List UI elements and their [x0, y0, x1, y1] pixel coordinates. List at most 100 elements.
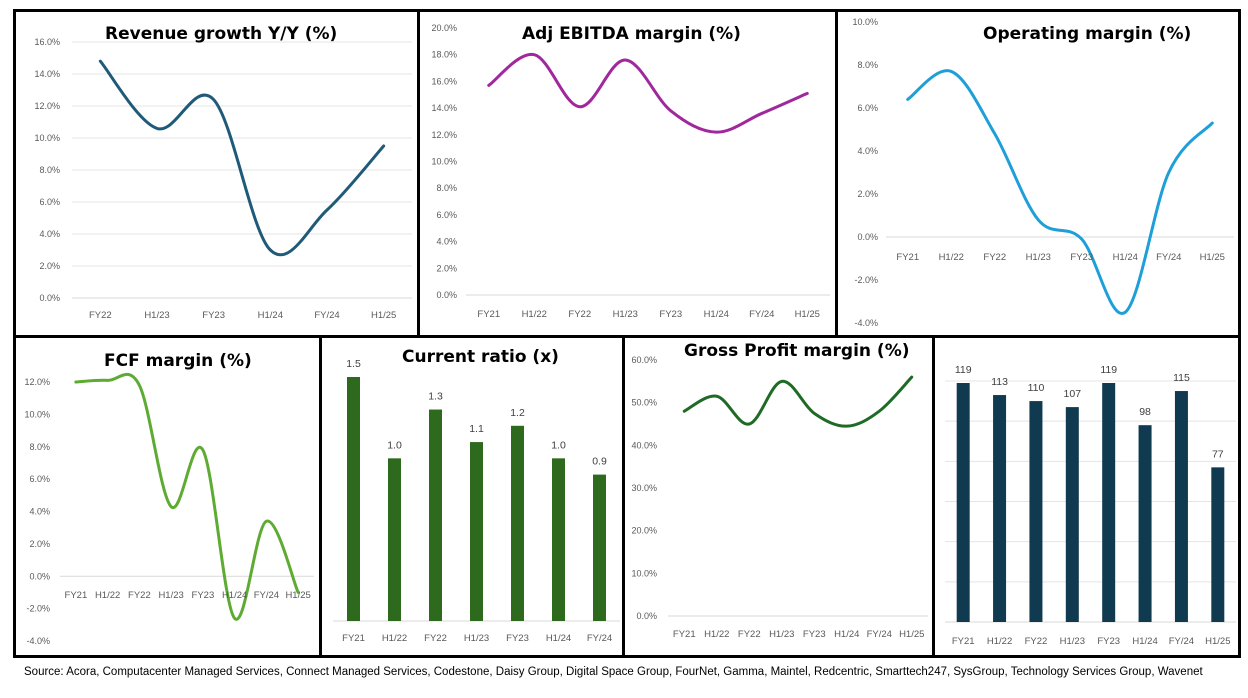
data-label: 119 [955, 364, 972, 376]
x-tick-label: H1/25 [371, 310, 396, 321]
x-tick-label: FY23 [192, 590, 215, 601]
data-label: 1.2 [510, 407, 525, 419]
y-tick-label: 20.0% [431, 23, 457, 33]
y-tick-label: 10.0% [631, 568, 657, 578]
y-tick-label: -2.0% [854, 275, 878, 285]
y-tick-label: 18.0% [431, 50, 457, 60]
y-tick-label: 0.0% [29, 571, 50, 581]
chart-title-fcf-margin: FCF margin (%) [104, 351, 252, 371]
x-tick-label: H1/25 [899, 629, 924, 640]
y-tick-label: 6.0% [39, 197, 60, 207]
x-tick-label: H1/24 [704, 309, 729, 320]
bar [1174, 391, 1188, 622]
bar [993, 395, 1007, 622]
x-tick-label: H1/24 [1113, 252, 1138, 263]
bar [1102, 383, 1116, 622]
y-tick-label: 2.0% [857, 189, 878, 199]
data-label: 1.0 [551, 439, 566, 451]
x-tick-label: H1/23 [144, 310, 169, 321]
bar [429, 409, 442, 621]
bar [1211, 467, 1225, 622]
y-tick-label: 10.0% [24, 409, 50, 419]
y-tick-label: 6.0% [29, 474, 50, 484]
x-tick-label: H1/22 [987, 636, 1012, 647]
x-tick-label: FY/24 [254, 590, 279, 601]
chart-title-revenue-growth: Revenue growth Y/Y (%) [105, 24, 338, 44]
x-tick-label: H1/25 [1205, 636, 1230, 647]
x-tick-label: FY21 [952, 636, 975, 647]
y-tick-label: 4.0% [29, 507, 50, 517]
chart-title-current-ratio: Current ratio (x) [402, 347, 559, 367]
y-tick-label: 20.0% [631, 526, 657, 536]
x-tick-label: FY22 [738, 629, 761, 640]
y-tick-label: 8.0% [857, 60, 878, 70]
y-tick-label: 10.0% [34, 133, 60, 143]
bar [511, 425, 524, 621]
x-tick-label: FY21 [896, 252, 919, 263]
panel-untitled-bars [932, 335, 1241, 658]
data-label: 110 [1028, 382, 1045, 394]
y-tick-label: 8.0% [39, 165, 60, 175]
x-tick-label: FY/24 [587, 633, 612, 644]
x-tick-label: H1/25 [1200, 252, 1225, 263]
y-tick-label: 12.0% [24, 377, 50, 387]
chart-title-gross-profit: Gross Profit margin (%) [684, 341, 910, 361]
y-tick-label: 8.0% [29, 442, 50, 452]
panel-revenue-growth [13, 9, 420, 338]
data-label: 1.0 [387, 439, 402, 451]
bar [593, 474, 606, 621]
series-line [487, 53, 809, 134]
x-tick-label: H1/23 [1026, 252, 1051, 263]
x-tick-label: FY22 [128, 590, 151, 601]
y-tick-label: -2.0% [26, 604, 50, 614]
x-tick-label: H1/24 [222, 590, 247, 601]
x-tick-label: FY21 [477, 309, 500, 320]
x-tick-label: H1/24 [834, 629, 859, 640]
x-tick-label: H1/23 [613, 309, 638, 320]
x-tick-label: FY21 [65, 590, 88, 601]
data-label: 115 [1173, 372, 1190, 384]
y-tick-label: 2.0% [436, 263, 457, 273]
data-label: 113 [991, 376, 1008, 388]
x-tick-label: H1/24 [258, 310, 283, 321]
x-tick-label: FY22 [983, 252, 1006, 263]
bar [470, 442, 483, 621]
series-line [74, 372, 300, 621]
y-tick-label: 2.0% [39, 261, 60, 271]
x-tick-label: FY/24 [314, 310, 339, 321]
x-tick-label: FY21 [342, 633, 365, 644]
y-tick-label: 16.0% [34, 37, 60, 47]
x-tick-label: H1/23 [769, 629, 794, 640]
y-tick-label: 12.0% [34, 101, 60, 111]
x-tick-label: FY23 [202, 310, 225, 321]
y-tick-label: 0.0% [857, 232, 878, 242]
x-tick-label: FY23 [1070, 252, 1093, 263]
y-tick-label: 30.0% [631, 483, 657, 493]
y-tick-label: 6.0% [857, 103, 878, 113]
y-tick-label: 14.0% [431, 103, 457, 113]
y-tick-label: 50.0% [631, 398, 657, 408]
data-label: 0.9 [592, 456, 607, 468]
x-tick-label: H1/23 [464, 633, 489, 644]
data-label: 77 [1212, 448, 1224, 460]
y-tick-label: 16.0% [431, 76, 457, 86]
bar [1065, 407, 1079, 622]
y-tick-label: 14.0% [34, 69, 60, 79]
series-line [98, 59, 386, 257]
data-label: 1.1 [469, 423, 484, 435]
panel-adj-ebitda-margin [417, 9, 838, 338]
x-tick-label: FY23 [803, 629, 826, 640]
y-tick-label: 10.0% [431, 157, 457, 167]
y-tick-label: 40.0% [631, 440, 657, 450]
y-tick-label: 4.0% [39, 229, 60, 239]
x-tick-label: FY23 [506, 633, 529, 644]
x-tick-label: FY22 [89, 310, 112, 321]
bar [347, 377, 360, 621]
x-tick-label: FY22 [1025, 636, 1048, 647]
y-tick-label: 0.0% [636, 611, 657, 621]
bar [388, 458, 401, 621]
data-label: 119 [1100, 364, 1117, 376]
source-note: Source: Acora, Computacenter Managed Ser… [24, 666, 1203, 678]
x-tick-label: FY/24 [749, 309, 774, 320]
